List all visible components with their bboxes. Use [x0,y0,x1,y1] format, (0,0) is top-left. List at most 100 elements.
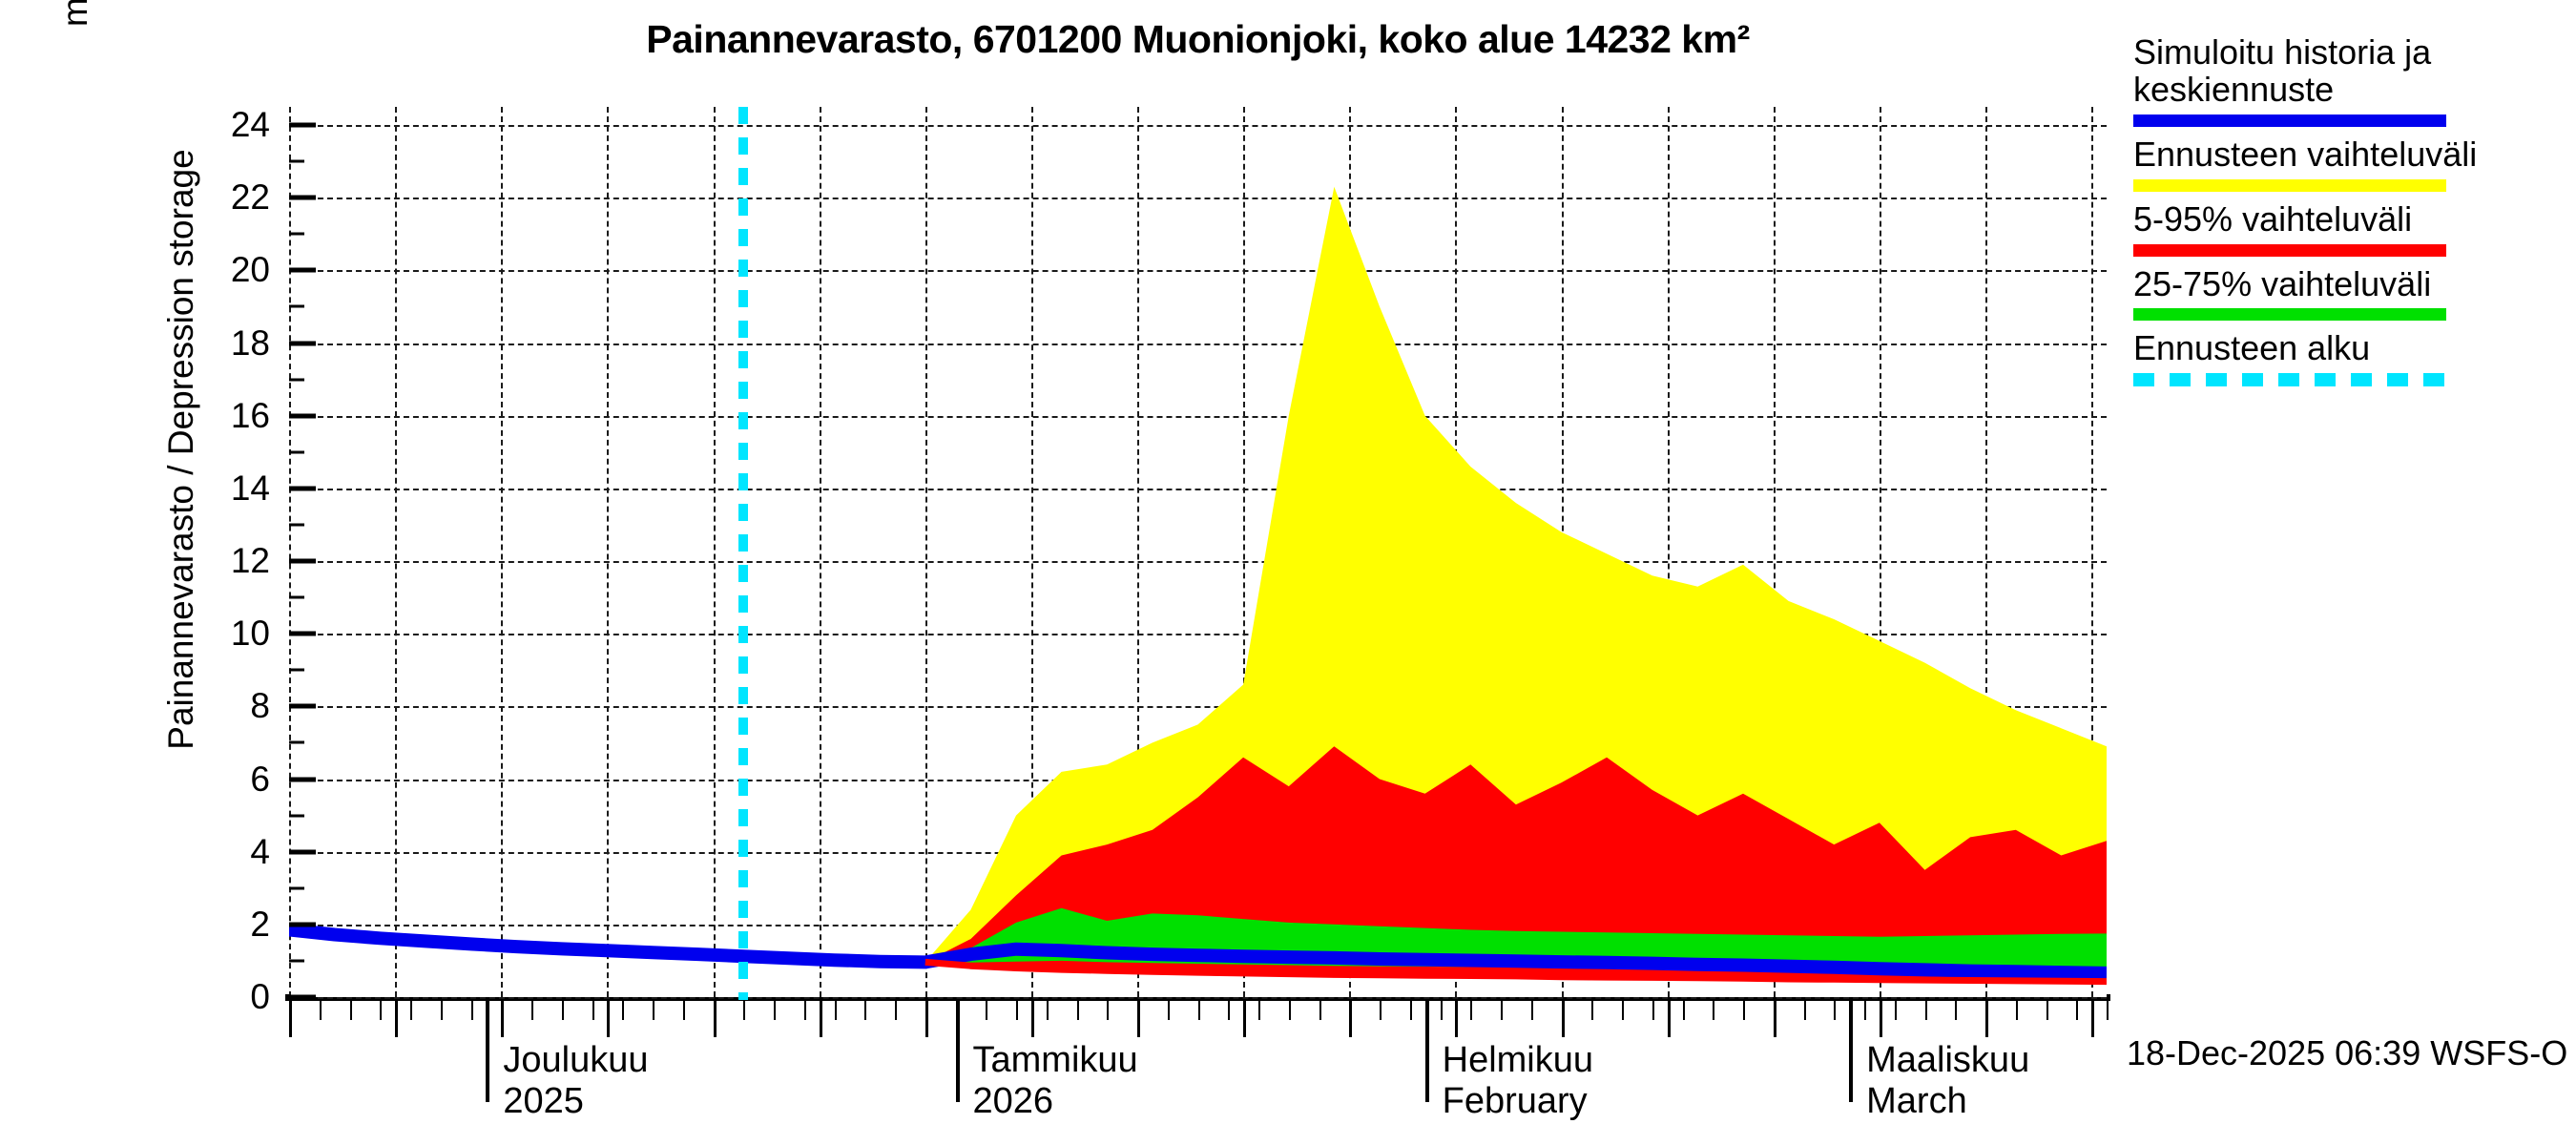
x-axis-minor-tick [1440,999,1443,1020]
x-axis-tick [713,999,717,1037]
y-axis-tick [289,703,316,709]
y-axis-minor-tick [289,886,304,890]
x-axis-minor-tick [986,999,988,1020]
y-axis-tick-label: 12 [230,541,270,581]
x-axis-minor-tick [470,999,473,1020]
x-axis-minor-tick [1167,999,1170,1020]
x-axis-minor-tick [1530,999,1533,1020]
legend-item: Ennusteen alku [2133,329,2572,387]
x-axis-minor-tick [531,999,533,1020]
x-axis-month-label: Joulukuu 2025 [503,1040,648,1122]
y-axis-tick-label: 10 [230,614,270,654]
x-axis-tick [819,999,822,1037]
x-axis-month-label-fi: Tammikuu [972,1040,1138,1080]
series-layer [289,186,2107,986]
x-axis-minor-tick [349,999,352,1020]
x-axis-minor-tick [1258,999,1260,1020]
x-axis-minor-tick [561,999,564,1020]
plot-area [289,107,2107,999]
legend-item: 5-95% vaihteluväli [2133,200,2572,257]
y-axis-tick-label: 24 [230,105,270,145]
x-axis-minor-tick [1864,999,1866,1020]
x-axis-minor-tick [1288,999,1291,1020]
x-axis-minor-tick [1501,999,1503,1020]
legend-item-swatch [2133,373,2446,387]
x-axis-minor-tick [2046,999,2048,1020]
y-axis-label-text: Painannevarasto / Depression storage [161,149,200,750]
x-axis-minor-tick [1046,999,1049,1020]
x-axis-minor-tick [319,999,322,1020]
y-axis-tick [289,994,316,1000]
x-axis-month-label-secondary: 2026 [972,1081,1054,1121]
x-axis-tick [1561,999,1565,1037]
x-axis-minor-tick [1955,999,1958,1020]
y-axis-minor-tick [289,668,304,672]
x-axis-minor-tick [1197,999,1200,1020]
y-axis-minor-tick [289,814,304,818]
y-axis-minor-tick [289,159,304,163]
y-axis-minor-tick [289,595,304,599]
y-axis-tick [289,558,316,564]
x-axis-tick [1030,999,1034,1037]
y-axis-tick-label: 4 [250,831,270,871]
legend-item-swatch [2133,178,2446,192]
x-axis-minor-tick [1834,999,1837,1020]
x-axis-tick [1349,999,1353,1037]
y-axis-tick [289,486,316,491]
x-axis-minor-tick [1228,999,1231,1020]
x-axis-minor-tick [1803,999,1806,1020]
x-axis-minor-tick [774,999,776,1020]
x-axis-tick [1137,999,1140,1037]
y-axis-tick-label: 20 [230,250,270,290]
x-axis-minor-tick [834,999,837,1020]
x-axis-minor-tick [622,999,625,1020]
x-axis-minor-tick [1743,999,1745,1020]
line-mean-forecast [289,923,2107,980]
x-axis-minor-tick [1107,999,1110,1020]
x-axis-tick [1667,999,1671,1037]
timestamp-label: 18-Dec-2025 06:39 WSFS-O [2127,1033,2568,1072]
x-axis-minor-tick [1682,999,1685,1020]
y-axis-minor-tick [289,450,304,454]
x-axis-tick [2091,999,2095,1037]
x-axis-minor-tick [1016,999,1018,1020]
line-p5-lower-bound [924,958,2107,986]
legend-item-swatch [2133,308,2446,322]
x-axis-month-label-secondary: March [1866,1081,1967,1121]
y-axis-tick [289,267,316,273]
y-axis-minor-tick [289,959,304,963]
x-axis-minor-tick [653,999,654,1020]
x-axis-minor-tick [2076,999,2079,1020]
x-axis-minor-tick [1713,999,1715,1020]
x-axis-tick [1879,999,1882,1037]
y-axis-tick-label: 2 [250,904,270,944]
x-axis-minor-tick [1380,999,1381,1020]
x-axis-minor-tick [1470,999,1473,1020]
x-axis-tick [1455,999,1459,1037]
x-axis-tick [1243,999,1247,1037]
x-axis-minor-tick [1652,999,1654,1020]
x-axis-month-boundary-tick [1424,999,1429,1102]
y-axis-minor-tick [289,232,304,236]
x-axis-minor-tick [1409,999,1412,1020]
x-axis-month-boundary-tick [486,999,490,1102]
x-axis-month-label: Helmikuu February [1443,1040,1593,1122]
y-axis-minor-tick [289,378,304,382]
y-axis-tick [289,631,316,636]
x-axis-minor-tick [380,999,383,1020]
y-axis-tick [289,922,316,927]
y-axis-tick-label: 16 [230,395,270,435]
y-axis-tick-label: 14 [230,468,270,508]
x-axis-minor-tick [2107,999,2109,1020]
x-axis-minor-tick [895,999,897,1020]
y-axis-tick-label: 0 [250,977,270,1016]
legend-item-swatch [2133,114,2446,127]
x-axis-month-boundary-tick [1849,999,1854,1102]
page-title: Painannevarasto, 6701200 Muonionjoki, ko… [646,17,1750,61]
legend-item-label: 25-75% vaihteluväli [2133,263,2432,303]
x-axis-minor-tick [803,999,806,1020]
x-axis-minor-tick [1924,999,1927,1020]
x-axis-minor-tick [592,999,594,1020]
y-axis-tick [289,341,316,346]
chart-legend: Simuloitu historia ja keskiennuste Ennust… [2133,33,2572,396]
